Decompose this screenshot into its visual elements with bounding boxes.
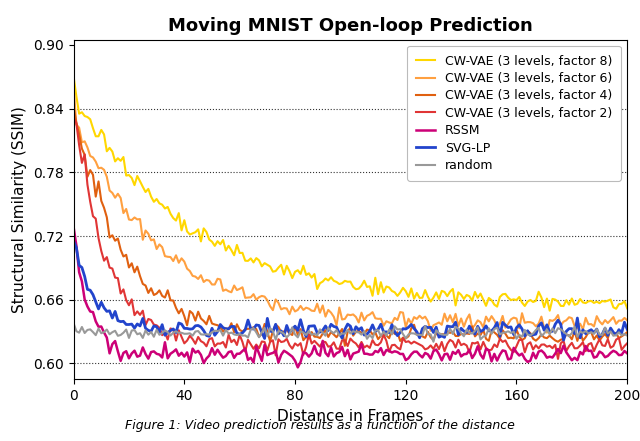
- RSSM: [579, 352, 587, 357]
- CW-VAE (3 levels, factor 6): [579, 327, 587, 332]
- CW-VAE (3 levels, factor 8): [72, 93, 80, 99]
- CW-VAE (3 levels, factor 2): [623, 340, 631, 346]
- CW-VAE (3 levels, factor 8): [579, 300, 587, 305]
- RSSM: [305, 354, 313, 359]
- CW-VAE (3 levels, factor 8): [272, 269, 280, 274]
- random: [272, 337, 280, 342]
- RSSM: [120, 350, 127, 355]
- CW-VAE (3 levels, factor 4): [623, 329, 631, 335]
- random: [70, 321, 77, 326]
- random: [72, 329, 80, 334]
- CW-VAE (3 levels, factor 2): [369, 337, 376, 343]
- CW-VAE (3 levels, factor 6): [543, 330, 551, 335]
- random: [369, 336, 376, 341]
- CW-VAE (3 levels, factor 8): [70, 74, 77, 79]
- SVG-LP: [272, 321, 280, 327]
- CW-VAE (3 levels, factor 6): [120, 210, 127, 216]
- SVG-LP: [70, 238, 77, 243]
- CW-VAE (3 levels, factor 6): [272, 297, 280, 302]
- Title: Moving MNIST Open-loop Prediction: Moving MNIST Open-loop Prediction: [168, 17, 532, 35]
- CW-VAE (3 levels, factor 2): [554, 356, 562, 362]
- CW-VAE (3 levels, factor 4): [70, 105, 77, 110]
- RSSM: [72, 243, 80, 248]
- CW-VAE (3 levels, factor 6): [72, 122, 80, 127]
- CW-VAE (3 levels, factor 4): [272, 322, 280, 327]
- CW-VAE (3 levels, factor 6): [302, 305, 310, 310]
- CW-VAE (3 levels, factor 4): [120, 254, 127, 259]
- random: [120, 330, 127, 336]
- Line: CW-VAE (3 levels, factor 6): CW-VAE (3 levels, factor 6): [74, 86, 627, 333]
- CW-VAE (3 levels, factor 4): [579, 338, 587, 344]
- CW-VAE (3 levels, factor 4): [302, 334, 310, 340]
- CW-VAE (3 levels, factor 8): [623, 306, 631, 311]
- RSSM: [294, 365, 301, 370]
- Line: CW-VAE (3 levels, factor 8): CW-VAE (3 levels, factor 8): [74, 76, 627, 310]
- X-axis label: Distance in Frames: Distance in Frames: [277, 408, 424, 423]
- SVG-LP: [369, 322, 376, 328]
- CW-VAE (3 levels, factor 4): [371, 330, 379, 335]
- Text: Figure 1: Video prediction results as a function of the distance: Figure 1: Video prediction results as a …: [125, 419, 515, 432]
- SVG-LP: [302, 334, 310, 339]
- CW-VAE (3 levels, factor 8): [369, 293, 376, 299]
- RSSM: [371, 348, 379, 354]
- Line: SVG-LP: SVG-LP: [74, 241, 627, 340]
- SVG-LP: [72, 245, 80, 250]
- Legend: CW-VAE (3 levels, factor 8), CW-VAE (3 levels, factor 6), CW-VAE (3 levels, fact: CW-VAE (3 levels, factor 8), CW-VAE (3 l…: [407, 46, 621, 181]
- CW-VAE (3 levels, factor 2): [120, 287, 127, 292]
- CW-VAE (3 levels, factor 2): [272, 353, 280, 358]
- random: [579, 330, 587, 336]
- Line: RSSM: RSSM: [74, 227, 627, 367]
- Y-axis label: Structural Similarity (SSIM): Structural Similarity (SSIM): [12, 106, 28, 313]
- Line: random: random: [74, 323, 627, 342]
- SVG-LP: [120, 319, 127, 324]
- CW-VAE (3 levels, factor 2): [70, 115, 77, 120]
- CW-VAE (3 levels, factor 8): [120, 154, 127, 160]
- CW-VAE (3 levels, factor 6): [623, 318, 631, 323]
- CW-VAE (3 levels, factor 4): [72, 120, 80, 125]
- CW-VAE (3 levels, factor 2): [579, 340, 587, 345]
- RSSM: [623, 351, 631, 356]
- CW-VAE (3 levels, factor 4): [341, 343, 349, 348]
- CW-VAE (3 levels, factor 2): [72, 120, 80, 126]
- CW-VAE (3 levels, factor 8): [302, 272, 310, 277]
- CW-VAE (3 levels, factor 8): [546, 308, 554, 313]
- CW-VAE (3 levels, factor 2): [302, 344, 310, 350]
- Line: CW-VAE (3 levels, factor 2): CW-VAE (3 levels, factor 2): [74, 117, 627, 359]
- random: [429, 339, 437, 344]
- SVG-LP: [623, 327, 631, 332]
- SVG-LP: [579, 327, 587, 333]
- random: [623, 333, 631, 338]
- SVG-LP: [560, 337, 568, 343]
- Line: CW-VAE (3 levels, factor 4): CW-VAE (3 levels, factor 4): [74, 107, 627, 346]
- CW-VAE (3 levels, factor 6): [369, 310, 376, 315]
- random: [302, 333, 310, 338]
- RSSM: [272, 348, 280, 354]
- RSSM: [70, 224, 77, 230]
- CW-VAE (3 levels, factor 6): [70, 84, 77, 89]
